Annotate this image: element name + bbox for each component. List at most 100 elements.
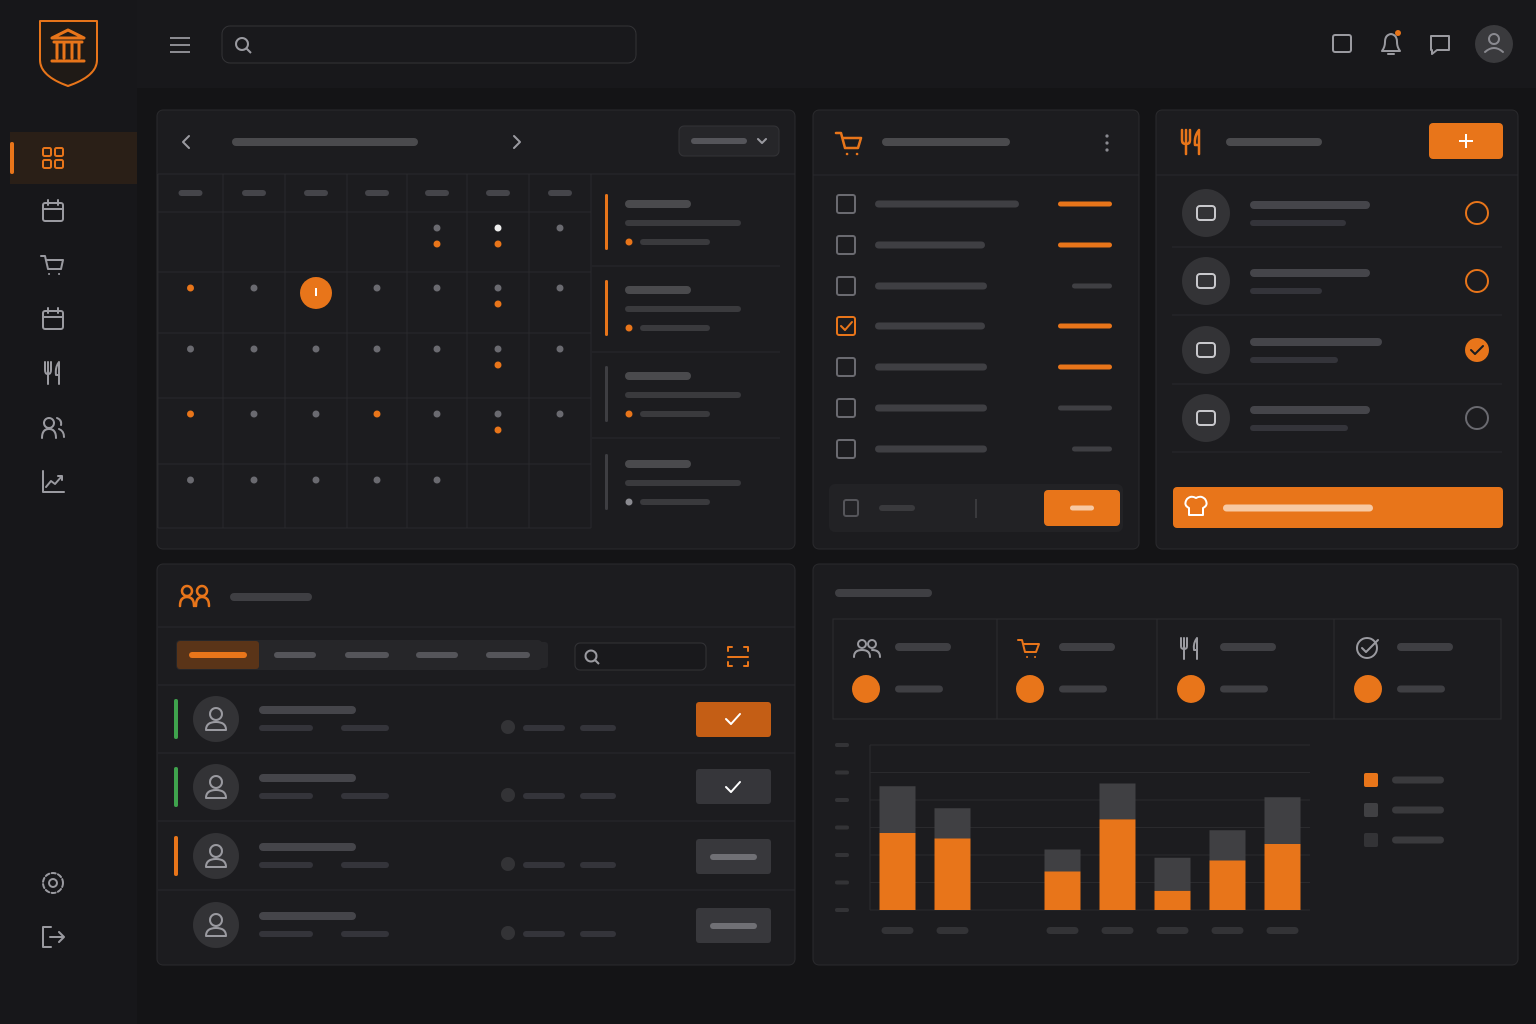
kpi-icon [1180, 637, 1198, 660]
checkbox[interactable] [836, 194, 856, 214]
status-bar [174, 767, 178, 807]
search-box[interactable] [221, 25, 637, 64]
status-dot [501, 788, 515, 802]
nav-item[interactable] [42, 147, 64, 169]
placeholder-text [875, 322, 985, 330]
placeholder-text [640, 499, 710, 505]
nav-item[interactable] [44, 361, 60, 385]
placeholder-text [875, 404, 987, 412]
nav-icon [42, 872, 64, 894]
search-icon [584, 649, 598, 663]
kpi-icon [1017, 639, 1040, 658]
nav-item[interactable] [42, 926, 65, 948]
y-tick [835, 880, 849, 885]
event-dot [187, 410, 194, 418]
x-tick-placeholder [1046, 927, 1079, 934]
dish-avatar [1182, 189, 1230, 237]
placeholder-text [259, 706, 356, 714]
nav-item[interactable] [42, 470, 65, 493]
approve-button[interactable] [696, 702, 771, 737]
event-dot [494, 300, 502, 308]
event-dot [494, 426, 502, 434]
radio[interactable] [1465, 201, 1489, 225]
radio[interactable] [1465, 269, 1489, 293]
calendar-button[interactable] [1332, 34, 1352, 53]
people-icon [195, 584, 209, 598]
nav-item[interactable] [42, 872, 64, 894]
nav-icon [42, 159, 52, 169]
y-tick [835, 853, 849, 857]
nav-icon [42, 202, 64, 222]
people-icon [180, 584, 194, 598]
checkmark [725, 713, 741, 725]
event-dot [187, 345, 194, 353]
placeholder-text [232, 138, 418, 146]
nav-icon [42, 199, 64, 210]
placeholder-text [640, 239, 710, 245]
placeholder-text [1070, 505, 1094, 511]
placeholder-text [1392, 836, 1444, 844]
checkbox[interactable] [836, 235, 856, 255]
avatar-body [1484, 47, 1504, 53]
x-tick-placeholder [936, 927, 969, 934]
kpi-dot [1354, 675, 1382, 703]
legend-swatch [1364, 833, 1378, 847]
nav-item[interactable] [40, 255, 64, 275]
nav-item[interactable] [42, 199, 64, 222]
legend-swatch [1364, 803, 1378, 817]
event-dot [494, 410, 502, 418]
event-dot [312, 476, 320, 484]
placeholder-text [1250, 425, 1348, 431]
nav-item[interactable] [41, 417, 65, 439]
placeholder-text [1392, 806, 1444, 814]
placeholder-text [365, 190, 389, 196]
dish-avatar [1182, 394, 1230, 442]
placeholder-text [1220, 685, 1268, 693]
nav-active-bg[interactable] [10, 132, 137, 184]
legend-swatch [1364, 773, 1378, 787]
panel [156, 563, 796, 966]
event-dot [494, 361, 502, 369]
panel [156, 109, 796, 550]
event-dot [373, 284, 381, 292]
placeholder-text [625, 392, 741, 398]
status-bar [174, 699, 178, 739]
event-dot [494, 224, 502, 232]
checkbox[interactable] [836, 439, 856, 459]
kpi-strip [832, 618, 1502, 720]
radio[interactable] [1465, 406, 1489, 430]
bar [1154, 890, 1191, 910]
event-dot [250, 284, 258, 292]
y-tick [835, 798, 849, 802]
placeholder-text [1397, 643, 1453, 651]
nav-item[interactable] [42, 307, 64, 330]
checkbox[interactable] [836, 398, 856, 418]
checkbox[interactable] [836, 357, 856, 377]
placeholder-text [486, 190, 510, 196]
placeholder-text [875, 282, 987, 290]
cart-icon [834, 131, 863, 156]
event-dot [373, 476, 381, 484]
event-dot [625, 410, 633, 418]
placeholder-text [274, 652, 316, 658]
placeholder-text [1226, 138, 1322, 146]
scan-button [727, 646, 749, 667]
event-dot [433, 476, 441, 484]
checkbox[interactable] [836, 316, 856, 336]
approve-button[interactable] [696, 769, 771, 804]
checkbox[interactable] [836, 276, 856, 296]
placeholder-text [625, 372, 691, 380]
placeholder-text [1250, 220, 1346, 226]
y-tick [835, 908, 849, 912]
event-dot [494, 284, 502, 292]
placeholder-text [580, 931, 616, 937]
placeholder-text [189, 652, 247, 658]
user-icon [205, 858, 227, 868]
filter-search[interactable] [574, 642, 707, 671]
chef-icon [1184, 495, 1208, 516]
placeholder-text [548, 190, 572, 196]
selected-radio[interactable] [1465, 338, 1489, 362]
bar [1044, 871, 1081, 910]
chat-button [1430, 35, 1450, 55]
